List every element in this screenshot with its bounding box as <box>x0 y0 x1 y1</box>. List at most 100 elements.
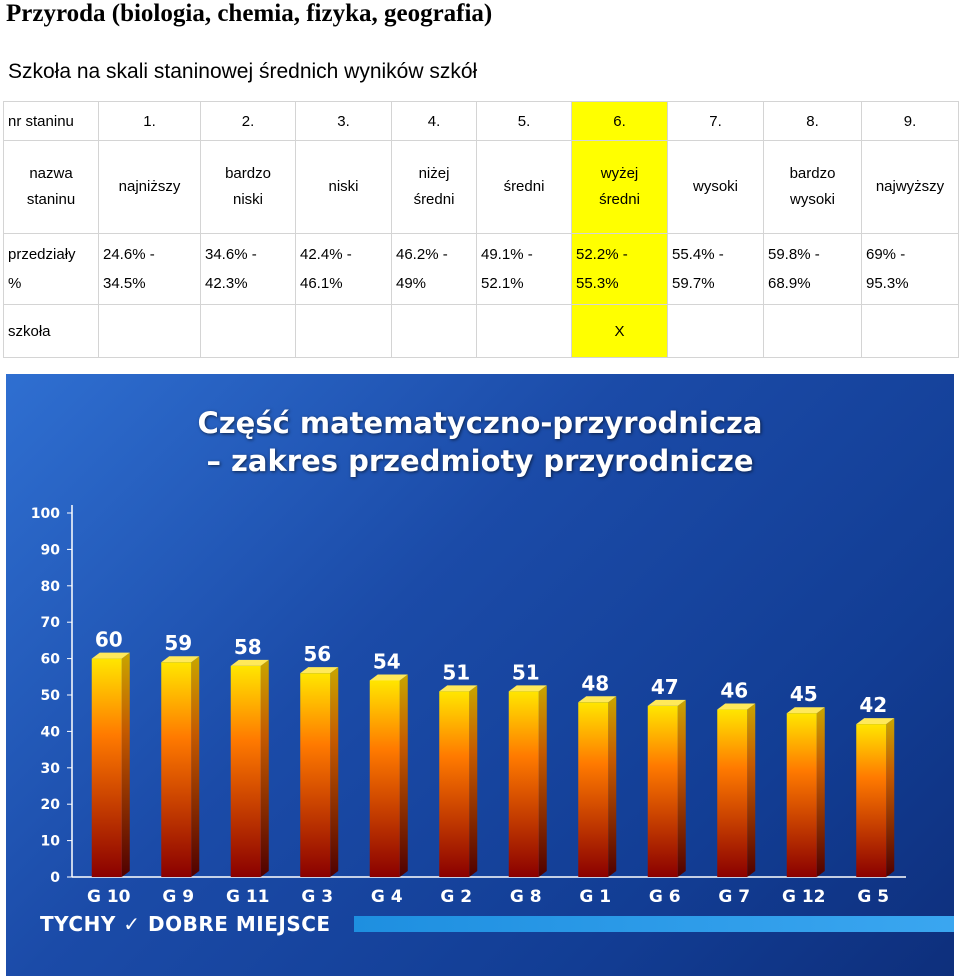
bar-side <box>469 685 478 877</box>
chart-panel: 0 10 20 30 40 50 60 70 80 90 100 60 G 10 59 G 9 58 G 11… <box>6 374 954 976</box>
x-tick-label: G 1 <box>579 887 611 907</box>
stanine-number-cell: 5. <box>476 101 572 141</box>
stanine-number-cell: 7. <box>667 101 764 141</box>
bar-group <box>91 652 130 877</box>
bar <box>230 665 261 877</box>
y-tick-label: 40 <box>41 724 61 740</box>
stanine-number-cell: 8. <box>763 101 862 141</box>
stanine-table: nr staninu 1. 2. 3. 4. 5. 6. 7. 8. 9. nazwa stan… <box>3 101 959 358</box>
stanine-range-cell-line: 59.7% <box>672 275 715 292</box>
y-tick-label: 70 <box>41 615 61 631</box>
stanine-range-cell: 42.4% - 46.1% <box>295 233 392 305</box>
bar-value-label: 60 <box>95 628 123 652</box>
stanine-name-cell: wysoki <box>667 140 764 234</box>
stanine-name-cell-line: wyżej <box>600 165 639 182</box>
bar-group <box>856 718 895 877</box>
bar-top <box>91 652 130 659</box>
y-tick-label: 30 <box>41 761 61 777</box>
stanine-range-cell: 34.6% - 42.3% <box>200 233 296 305</box>
bar-side <box>191 656 200 877</box>
stanine-name-cell-line: bardzo <box>225 165 271 182</box>
bar-side <box>608 696 617 877</box>
y-tick-label: 80 <box>41 579 61 595</box>
bar <box>647 705 678 877</box>
row-label-name-line: nazwa <box>29 165 73 182</box>
bar-side <box>330 667 339 877</box>
bar <box>91 658 122 877</box>
stanine-range-cell-line: 52.1% <box>481 275 524 292</box>
bar <box>161 662 192 877</box>
bar-top <box>856 718 895 725</box>
x-tick-label: G 8 <box>510 887 542 907</box>
stanine-name-cell-line: niski <box>328 178 359 195</box>
stanine-range-cell-line: 24.6% - <box>103 246 155 263</box>
page-title: Przyroda (biologia, chemia, fizyka, geog… <box>6 0 493 27</box>
stanine-range-cell-line: 55.3% <box>576 275 619 292</box>
x-tick-label: G 4 <box>371 887 403 907</box>
school-mark-cell <box>667 304 764 358</box>
stanine-number-cell: 3. <box>295 101 392 141</box>
stanine-name-cell: wyżej średni <box>571 140 668 234</box>
bar-side <box>538 685 547 877</box>
y-tick-label: 0 <box>50 870 60 886</box>
bar-group <box>717 703 756 877</box>
stanine-range-cell-line: 69% - <box>866 246 906 263</box>
stanine-number-cell: 6. <box>571 101 668 141</box>
row-label-range: przedziały % <box>3 233 99 305</box>
x-tick-label: G 7 <box>718 887 750 907</box>
bar-value-label: 47 <box>651 675 679 699</box>
bar <box>786 713 817 877</box>
stanine-name-cell-line: niżej <box>418 165 450 182</box>
stanine-range-cell: 52.2% - 55.3% <box>571 233 668 305</box>
bar <box>508 691 539 877</box>
stanine-name-cell: bardzo wysoki <box>763 140 862 234</box>
y-tick-label: 90 <box>41 542 61 558</box>
bar-group <box>786 707 825 877</box>
bar-group <box>439 685 478 877</box>
bar-value-label: 54 <box>373 649 401 673</box>
stanine-name-cell-line: wysoki <box>789 191 835 208</box>
bar-value-label: 51 <box>512 660 540 684</box>
bar-side <box>260 659 269 877</box>
x-tick-label: G 6 <box>649 887 681 907</box>
stanine-number-cell: 1. <box>98 101 201 141</box>
stanine-range-cell: 55.4% - 59.7% <box>667 233 764 305</box>
bar <box>578 702 609 877</box>
row-school: szkoła X <box>3 304 959 358</box>
stanine-number-cell: 4. <box>391 101 477 141</box>
stanine-range-cell-line: 42.3% <box>205 275 248 292</box>
stanine-range-cell-line: 95.3% <box>866 275 909 292</box>
stanine-name-cell-line: najwyższy <box>875 178 945 195</box>
row-label-school: szkoła <box>3 304 99 358</box>
school-mark-cell <box>391 304 477 358</box>
bar-value-label: 46 <box>720 679 748 703</box>
bar-side <box>399 674 408 877</box>
row-stanine-number: nr staninu 1. 2. 3. 4. 5. 6. 7. 8. 9. <box>3 101 959 141</box>
bar-top <box>647 699 686 706</box>
stanine-name-cell-line: średni <box>413 191 455 208</box>
x-tick-label: G 11 <box>226 887 270 907</box>
chart-title-line-2: – zakres przedmioty przyrodnicze <box>206 444 754 478</box>
x-tick-label: G 2 <box>440 887 472 907</box>
school-mark-cell <box>295 304 392 358</box>
bar-value-label: 51 <box>442 660 470 684</box>
stanine-range-cell: 49.1% - 52.1% <box>476 233 572 305</box>
stanine-range-cell-line: 34.6% - <box>205 246 257 263</box>
stanine-name-cell: bardzo niski <box>200 140 296 234</box>
bar-group <box>300 667 339 877</box>
bar-value-label: 59 <box>164 631 192 655</box>
stanine-range-cell-line: 49% <box>396 275 427 292</box>
bar <box>856 724 887 877</box>
bar-side <box>816 707 825 877</box>
bar-top <box>230 659 269 666</box>
school-mark-cell: X <box>571 304 668 358</box>
y-tick-label: 60 <box>41 652 61 668</box>
x-tick-label: G 3 <box>301 887 333 907</box>
bar <box>369 680 400 877</box>
school-mark-cell <box>861 304 959 358</box>
bar-group <box>508 685 547 877</box>
stanine-range-cell-line: 34.5% <box>103 275 146 292</box>
bar-side <box>747 703 756 877</box>
bar-group <box>161 656 200 877</box>
y-tick-label: 100 <box>31 506 60 522</box>
